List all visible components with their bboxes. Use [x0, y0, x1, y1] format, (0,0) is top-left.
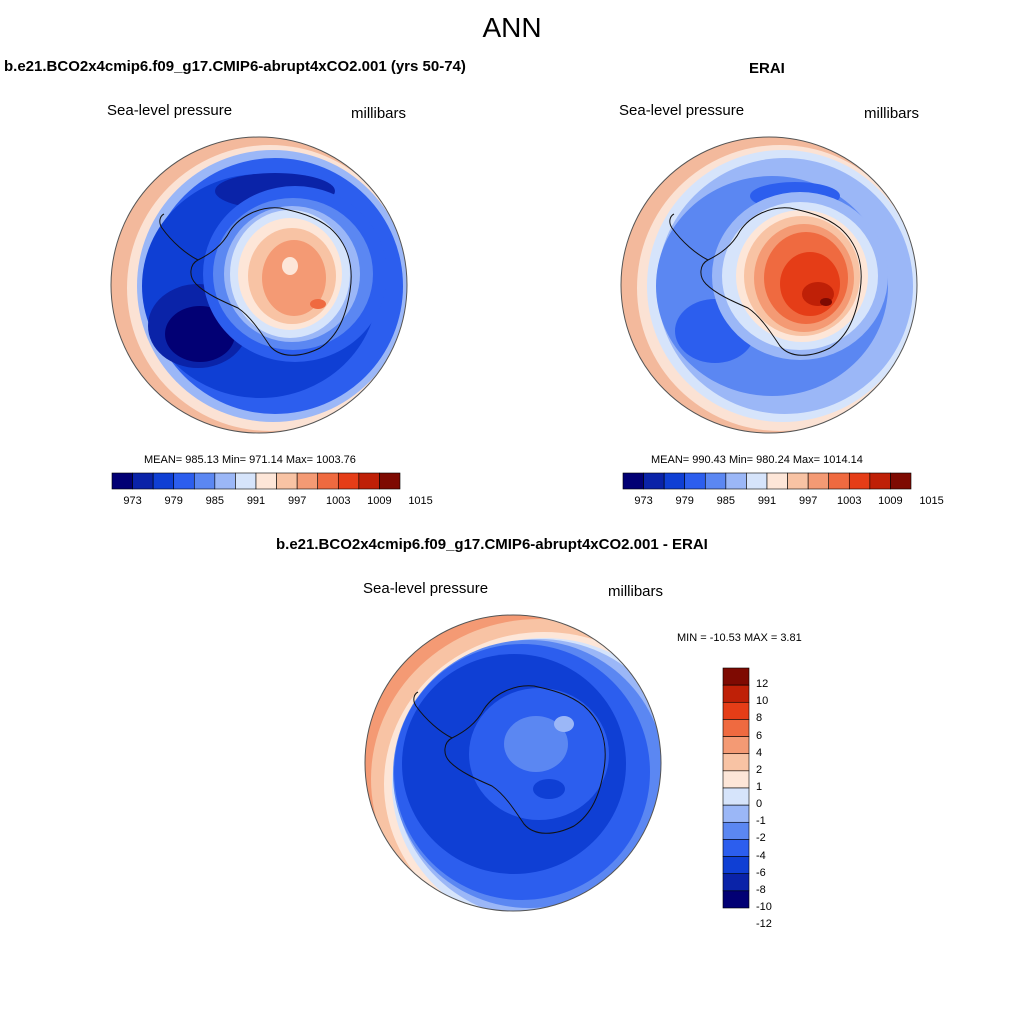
- colorbar-tick-label: 991: [757, 495, 777, 507]
- model-variable-label: Sea-level pressure: [107, 102, 233, 119]
- obs-units-label: millibars: [864, 105, 920, 122]
- colorbar-swatch: [379, 472, 401, 490]
- colorbar-swatch: [722, 890, 750, 909]
- colorbar-swatch: [337, 472, 360, 490]
- colorbar-tick-label: 4: [756, 746, 763, 759]
- colorbar-swatch: [704, 472, 727, 490]
- colorbar-tick-label: -6: [756, 866, 766, 879]
- model-colorbar: [111, 472, 401, 490]
- figure-title: ANN: [482, 12, 542, 43]
- colorbar-tick-label: 12: [756, 678, 769, 691]
- colorbar-swatch: [722, 736, 750, 755]
- model-stats: MEAN= 985.13 Min= 971.14 Max= 1003.76: [144, 454, 356, 466]
- colorbar-tick-label: 1009: [367, 495, 392, 507]
- model-units-label: millibars: [351, 105, 407, 122]
- colorbar-swatch: [722, 856, 750, 875]
- colorbar-tick-label: 1009: [878, 495, 903, 507]
- colorbar-swatch: [722, 684, 750, 703]
- colorbar-swatch: [296, 472, 319, 490]
- colorbar-swatch: [722, 753, 750, 772]
- diff-polar-map: [364, 614, 662, 912]
- colorbar-tick-label: 973: [634, 495, 653, 507]
- colorbar-tick-label: -1: [756, 815, 766, 828]
- colorbar-tick-label: -8: [756, 883, 766, 896]
- obs-polar-map: [620, 136, 918, 434]
- colorbar-tick-label: 1003: [837, 495, 862, 507]
- obs-colorbar: [622, 472, 912, 490]
- colorbar-tick-label: 0: [756, 798, 763, 811]
- colorbar-swatch: [684, 472, 706, 490]
- colorbar-swatch: [622, 472, 644, 490]
- obs-stats: MEAN= 990.43 Min= 980.24 Max= 1014.14: [651, 454, 863, 466]
- colorbar-swatch: [722, 821, 750, 840]
- colorbar-swatch: [722, 770, 750, 789]
- colorbar-swatch: [869, 472, 891, 490]
- obs-variable-label: Sea-level pressure: [619, 102, 745, 119]
- colorbar-swatch: [722, 804, 750, 823]
- model-polar-map: [110, 136, 408, 434]
- colorbar-tick-label: 991: [246, 495, 266, 507]
- colorbar-swatch: [725, 472, 747, 490]
- colorbar-swatch: [152, 472, 175, 490]
- diff-variable-label: Sea-level pressure: [363, 580, 489, 597]
- colorbar-swatch: [828, 472, 850, 490]
- colorbar-swatch: [848, 472, 871, 490]
- colorbar-swatch: [787, 472, 809, 490]
- colorbar-swatch: [111, 472, 133, 490]
- colorbar-tick-label: 2: [756, 763, 763, 776]
- model-panel-title: b.e21.BCO2x4cmip6.f09_g17.CMIP6-abrupt4x…: [4, 58, 466, 75]
- obs-panel-title: ERAI: [749, 60, 785, 77]
- colorbar-swatch: [722, 873, 750, 892]
- colorbar-tick-label: 1003: [326, 495, 351, 507]
- colorbar-swatch: [722, 701, 750, 720]
- diff-units-label: millibars: [608, 583, 664, 600]
- colorbar-tick-label: 6: [756, 729, 763, 742]
- colorbar-swatch: [766, 472, 788, 490]
- colorbar-tick-label: 997: [798, 495, 818, 507]
- diff-stats: MIN = -10.53 MAX = 3.81: [677, 632, 802, 644]
- colorbar-swatch: [722, 719, 750, 737]
- colorbar-swatch: [358, 472, 380, 490]
- colorbar-tick-label: 979: [675, 495, 694, 507]
- colorbar-tick-label: -12: [756, 918, 772, 931]
- colorbar-tick-label: 1015: [919, 495, 944, 507]
- colorbar-tick-label: 979: [164, 495, 183, 507]
- colorbar-tick-label: 997: [287, 495, 307, 507]
- colorbar-tick-label: 973: [123, 495, 142, 507]
- colorbar-swatch: [890, 472, 912, 490]
- colorbar-tick-label: 10: [756, 695, 769, 708]
- colorbar-swatch: [722, 787, 750, 806]
- colorbar-tick-label: 1015: [408, 495, 433, 507]
- colorbar-tick-label: 985: [716, 495, 736, 507]
- colorbar-swatch: [317, 472, 339, 490]
- colorbar-swatch: [276, 472, 298, 490]
- colorbar-swatch: [132, 472, 154, 490]
- colorbar-swatch: [643, 472, 665, 490]
- diff-panel-title: b.e21.BCO2x4cmip6.f09_g17.CMIP6-abrupt4x…: [276, 536, 708, 553]
- colorbar-tick-label: 8: [756, 712, 763, 725]
- colorbar-tick-label: -2: [756, 832, 766, 845]
- colorbar-swatch: [746, 472, 768, 490]
- diff-colorbar: [722, 667, 750, 909]
- colorbar-swatch: [722, 667, 750, 686]
- colorbar-swatch: [255, 472, 277, 490]
- colorbar-tick-label: 1: [756, 781, 763, 793]
- colorbar-swatch: [807, 472, 830, 490]
- colorbar-swatch: [173, 472, 195, 490]
- colorbar-swatch: [663, 472, 686, 490]
- colorbar-swatch: [214, 472, 236, 490]
- colorbar-swatch: [722, 839, 750, 857]
- colorbar-tick-label: -10: [756, 901, 772, 913]
- colorbar-swatch: [193, 472, 216, 490]
- colorbar-tick-label: 985: [205, 495, 225, 507]
- colorbar-swatch: [235, 472, 257, 490]
- colorbar-tick-label: -4: [756, 849, 766, 862]
